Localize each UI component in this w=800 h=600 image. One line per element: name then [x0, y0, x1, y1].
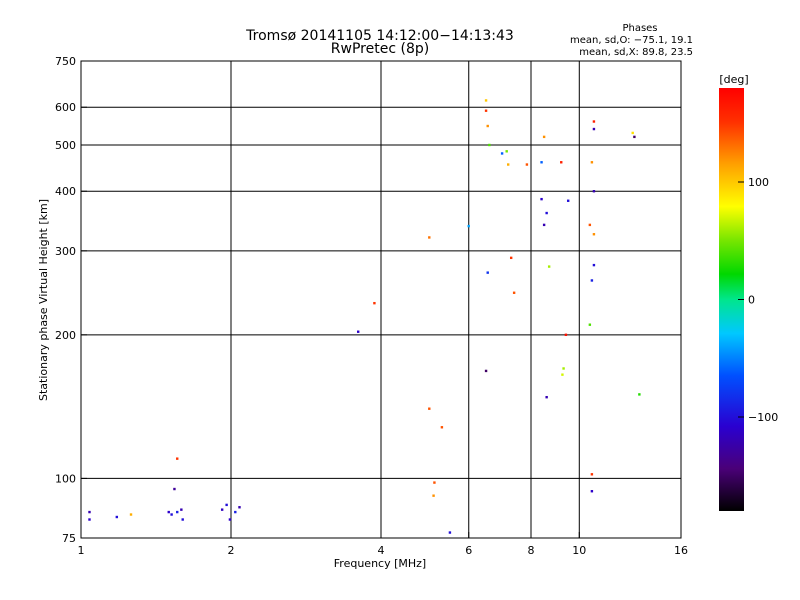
- echo-point: [467, 224, 470, 228]
- echo-point: [181, 518, 184, 521]
- x-axis-ticks: 1 2 4 6 8 10 16: [78, 532, 688, 557]
- y-tick-label: 75: [62, 532, 76, 545]
- echo-point: [540, 161, 543, 164]
- chart-subtitle: RwPretec (8p): [331, 41, 429, 57]
- echo-point: [560, 161, 563, 164]
- echo-point: [129, 513, 133, 516]
- echo-point: [176, 510, 179, 514]
- echo-point: [115, 515, 119, 519]
- echo-point: [176, 457, 179, 460]
- echo-point: [484, 99, 488, 102]
- y-tick-label: 100: [55, 472, 76, 485]
- echo-point: [225, 503, 228, 507]
- y-axis-ticks: 75 100 200 300 400 500 600 750: [55, 55, 87, 545]
- y-tick-label: 500: [55, 139, 76, 152]
- x-tick-label: 8: [528, 544, 535, 557]
- echo-point: [486, 271, 489, 274]
- echo-point: [500, 152, 504, 155]
- echo-point: [540, 197, 543, 201]
- x-tick-label: 16: [674, 544, 688, 557]
- y-tick-label: 750: [55, 55, 76, 68]
- echo-point: [509, 256, 513, 260]
- echo-point: [484, 109, 488, 112]
- echo-point: [505, 150, 508, 153]
- echo-point: [590, 279, 594, 282]
- echo-point: [506, 163, 510, 166]
- echo-point: [448, 531, 452, 534]
- grid-lines: [81, 61, 681, 538]
- y-tick-label: 600: [55, 101, 76, 114]
- echo-point: [525, 163, 529, 166]
- echo-point: [545, 211, 548, 215]
- echo-point: [545, 395, 548, 399]
- y-tick-label: 400: [55, 185, 76, 198]
- echo-point: [432, 494, 435, 497]
- x-tick-label: 2: [228, 544, 235, 557]
- x-tick-label: 10: [572, 544, 586, 557]
- echo-point: [590, 490, 594, 493]
- echo-point: [592, 190, 596, 193]
- y-tick-label: 200: [55, 329, 76, 342]
- colorbar-label: [deg]: [719, 73, 748, 86]
- echo-point: [633, 135, 636, 139]
- echo-point: [433, 481, 436, 484]
- echo-point: [488, 143, 491, 147]
- echo-point: [631, 131, 634, 135]
- echo-point: [590, 161, 594, 164]
- echo-point: [547, 265, 551, 268]
- echo-point: [440, 426, 444, 429]
- echo-point: [238, 506, 241, 509]
- echo-point: [373, 301, 376, 305]
- echo-point: [234, 510, 237, 514]
- echo-point: [180, 508, 183, 511]
- echo-point: [220, 508, 224, 511]
- echo-point: [592, 127, 596, 131]
- chart-title: Tromsø 20141105 14:12:00−14:13:43: [245, 28, 514, 44]
- colorbar-tick-label: −100: [748, 411, 778, 424]
- echo-point: [170, 513, 173, 516]
- x-tick-label: 4: [378, 544, 385, 557]
- echo-point: [592, 233, 596, 236]
- colorbar-tick-label: 100: [748, 176, 769, 189]
- x-axis-label: Frequency [MHz]: [334, 557, 426, 570]
- echo-point: [167, 510, 170, 514]
- echo-point: [356, 330, 360, 333]
- y-axis-label: Stationary phase Virtual Height [km]: [37, 199, 50, 401]
- echo-point: [542, 135, 546, 139]
- echo-point: [562, 367, 565, 370]
- echo-point: [486, 124, 489, 128]
- stats-o-line: mean, sd,O: −75.1, 19.1: [570, 35, 693, 46]
- echo-point: [428, 407, 431, 410]
- echo-point: [542, 223, 546, 227]
- x-tick-label: 1: [78, 544, 85, 557]
- echo-point: [564, 333, 568, 337]
- echo-point: [590, 473, 594, 476]
- colorbar-tick-label: 0: [748, 294, 755, 307]
- echo-point: [228, 518, 232, 521]
- echo-point: [561, 373, 564, 376]
- echo-point: [512, 291, 516, 294]
- stats-heading: Phases: [622, 23, 657, 34]
- stats-x-line: mean, sd,X: 89.8, 23.5: [579, 47, 693, 58]
- echo-point: [484, 369, 488, 373]
- echo-point: [173, 487, 176, 491]
- data-points: [88, 99, 641, 534]
- echo-point: [428, 236, 431, 239]
- echo-point: [88, 510, 91, 514]
- x-tick-label: 6: [465, 544, 472, 557]
- y-tick-label: 300: [55, 245, 76, 258]
- echo-point: [588, 323, 592, 326]
- echo-point: [638, 393, 641, 396]
- echo-point: [566, 199, 570, 202]
- echo-point: [592, 263, 596, 267]
- echo-point: [588, 223, 592, 227]
- colorbar-ticks: 100 0 −100: [738, 176, 778, 424]
- echo-point: [88, 518, 91, 521]
- echo-point: [592, 120, 596, 123]
